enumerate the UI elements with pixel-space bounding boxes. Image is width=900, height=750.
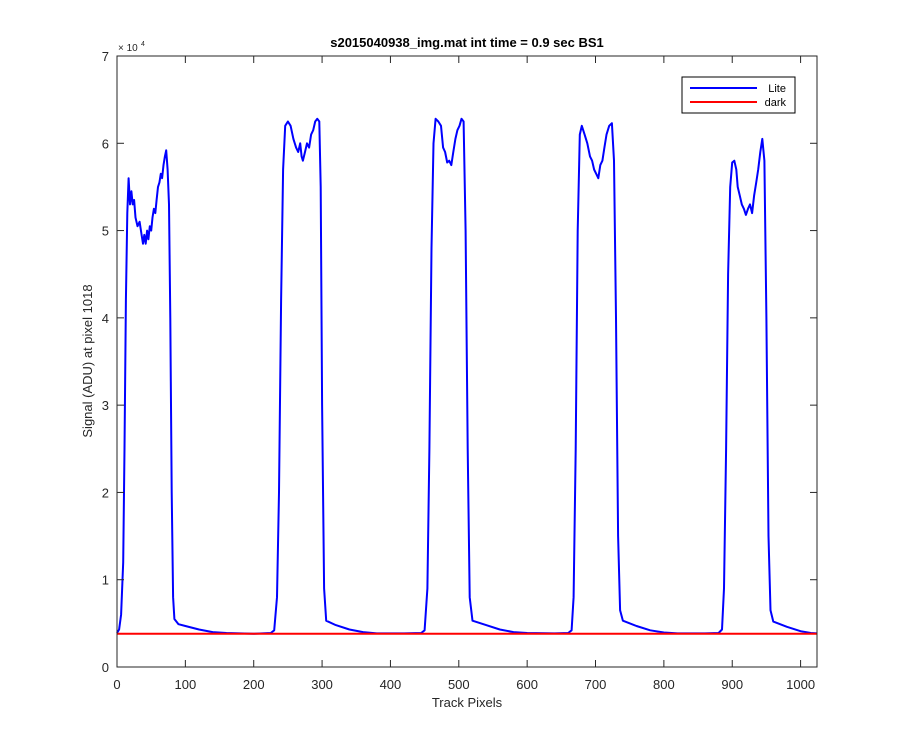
y-axis-label: Signal (ADU) at pixel 1018	[80, 284, 95, 437]
y-tick-label: 2	[102, 485, 109, 500]
y-tick-label: 1	[102, 573, 109, 588]
y-tick-label: 4	[102, 311, 109, 326]
series-layer	[116, 117, 818, 635]
x-tick-label: 0	[113, 677, 120, 692]
y-tick-label: 6	[102, 136, 109, 151]
series-line-lite	[116, 117, 818, 635]
y-tick-label: 7	[102, 49, 109, 64]
y-tick-label: 5	[102, 224, 109, 239]
x-tick-label: 800	[653, 677, 675, 692]
y-axis-ticks: 0 1 2 3 4 5 6 7	[102, 49, 817, 675]
legend-label-dark: dark	[765, 97, 787, 109]
x-tick-label: 600	[516, 677, 538, 692]
y-tick-label: 3	[102, 398, 109, 413]
chart-title: s2015040938_img.mat int time = 0.9 sec B…	[330, 35, 604, 50]
y-multiplier-exponent: 4	[141, 41, 145, 48]
legend-box	[681, 76, 796, 114]
x-tick-label: 100	[175, 677, 197, 692]
x-axis-label: Track Pixels	[432, 695, 503, 710]
x-tick-label: 1000	[786, 677, 815, 692]
y-multiplier-base: × 10	[118, 43, 138, 54]
x-tick-label: 400	[380, 677, 402, 692]
x-tick-label: 700	[585, 677, 607, 692]
x-tick-label: 900	[721, 677, 743, 692]
y-tick-label: 0	[102, 660, 109, 675]
axes-box	[116, 55, 818, 668]
x-tick-label: 500	[448, 677, 470, 692]
x-tick-label: 200	[243, 677, 265, 692]
legend-label-lite: Lite	[768, 83, 786, 95]
x-axis-ticks: 0 100 200 300 400 500 600 700 800 900 1000	[113, 56, 815, 692]
legend: Lite dark	[681, 76, 796, 114]
x-tick-label: 300	[311, 677, 333, 692]
